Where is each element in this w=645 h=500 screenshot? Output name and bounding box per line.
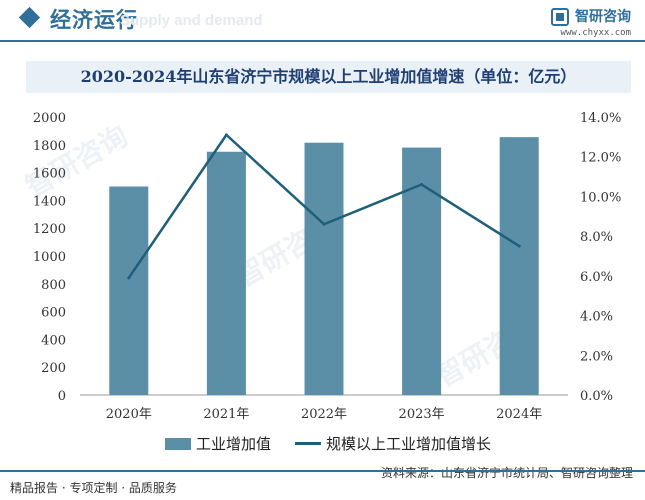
legend-label-line: 规模以上工业增加值增长 bbox=[326, 435, 492, 453]
line-point bbox=[322, 222, 326, 226]
y-right-tick-label: 12.0% bbox=[580, 151, 621, 166]
logo-name: 智研咨询 bbox=[575, 9, 631, 25]
bar bbox=[206, 151, 246, 395]
y-left-tick-label: 1400 bbox=[33, 194, 66, 209]
x-tick-label: 2024年 bbox=[496, 407, 542, 422]
footer: 资料来源：山东省济宁市统计局、智研咨询整理 精品报告 · 专项定制 · 品质服务 bbox=[0, 466, 645, 500]
y-left-tick-label: 800 bbox=[41, 278, 66, 293]
y-left-tick-label: 1200 bbox=[33, 222, 66, 237]
footer-tagline: 精品报告 · 专项定制 · 品质服务 bbox=[10, 481, 177, 495]
x-tick-label: 2020年 bbox=[106, 407, 152, 422]
legend-label-bar: 工业增加值 bbox=[196, 435, 272, 453]
chart-title: 2020-2024年山东省济宁市规模以上工业增加值增速（单位：亿元） bbox=[26, 61, 631, 93]
legend-item-bar: 工业增加值 bbox=[165, 433, 271, 454]
legend-swatch-line bbox=[295, 442, 321, 445]
legend: 工业增加值 规模以上工业增加值增长 bbox=[0, 433, 645, 459]
y-left-tick-label: 200 bbox=[41, 361, 66, 376]
y-right-tick-label: 4.0% bbox=[580, 310, 613, 325]
x-tick-label: 2023年 bbox=[399, 407, 445, 422]
logo-icon bbox=[551, 8, 569, 26]
y-right-tick-label: 2.0% bbox=[580, 349, 613, 364]
legend-item-line: 规模以上工业增加值增长 bbox=[295, 433, 491, 454]
y-left-tick-label: 600 bbox=[41, 306, 66, 321]
brand-logo: 智研咨询 www.chyxx.com bbox=[551, 6, 631, 38]
x-tick-label: 2021年 bbox=[203, 407, 249, 422]
y-right-tick-label: 8.0% bbox=[580, 230, 613, 245]
y-left-tick-label: 400 bbox=[41, 333, 66, 348]
line-point bbox=[224, 133, 228, 137]
bar bbox=[304, 142, 344, 395]
y-left-tick-label: 1000 bbox=[33, 250, 66, 265]
logo-url: www.chyxx.com bbox=[560, 28, 631, 38]
section-title: 经济运行 bbox=[50, 8, 138, 32]
footer-divider bbox=[0, 470, 645, 472]
y-left-tick-label: 0 bbox=[58, 389, 66, 404]
bar bbox=[499, 137, 539, 395]
line-point bbox=[517, 244, 521, 248]
line-point bbox=[420, 183, 424, 187]
y-left-tick-label: 1800 bbox=[33, 139, 66, 154]
header: 经济运行 Supply and demand 智研咨询 www.chyxx.co… bbox=[0, 0, 645, 44]
y-right-tick-label: 6.0% bbox=[580, 270, 613, 285]
y-right-tick-label: 14.0% bbox=[580, 111, 621, 126]
y-right-tick-label: 0.0% bbox=[580, 389, 613, 404]
legend-swatch-bar bbox=[165, 437, 191, 450]
source-note: 资料来源：山东省济宁市统计局、智研咨询整理 bbox=[380, 466, 633, 480]
line-point bbox=[127, 276, 131, 280]
y-left-tick-label: 2000 bbox=[33, 111, 66, 126]
header-divider bbox=[0, 40, 645, 42]
y-right-tick-label: 10.0% bbox=[580, 190, 621, 205]
section-subtitle-ghost: Supply and demand bbox=[120, 12, 263, 29]
y-left-tick-label: 1600 bbox=[33, 167, 66, 182]
x-tick-label: 2022年 bbox=[301, 407, 347, 422]
bar bbox=[109, 186, 149, 395]
